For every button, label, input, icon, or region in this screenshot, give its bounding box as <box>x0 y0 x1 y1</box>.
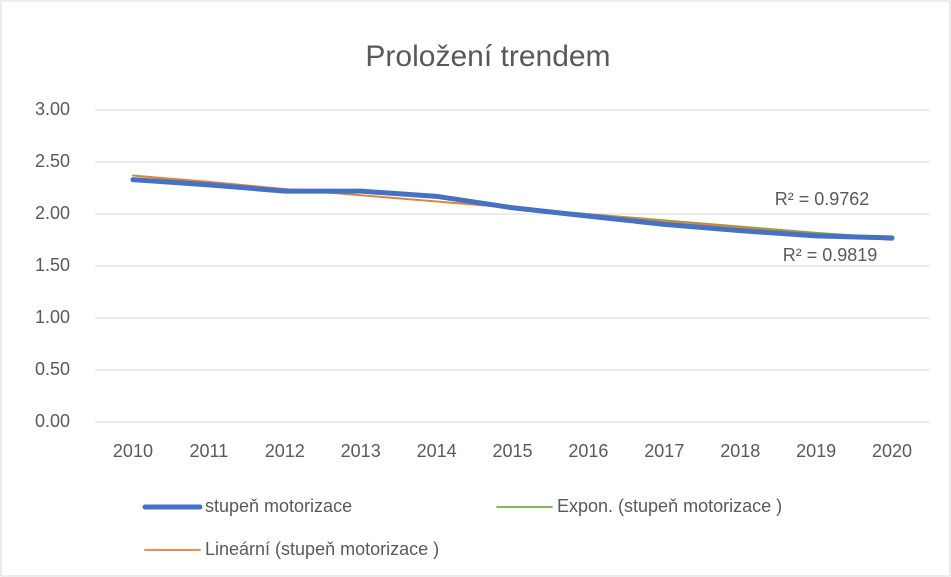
legend-label: Lineární (stupeň motorizace ) <box>205 539 439 559</box>
y-tick-label: 0.50 <box>35 359 70 379</box>
x-tick-label: 2018 <box>720 441 760 461</box>
x-tick-label: 2011 <box>190 441 229 461</box>
chart-title: Proložení trendem <box>365 40 610 73</box>
x-tick-label: 2014 <box>417 441 457 461</box>
y-tick-label: 2.00 <box>35 203 70 223</box>
y-tick-label: 1.50 <box>35 255 70 275</box>
x-tick-label: 2019 <box>796 441 836 461</box>
x-tick-label: 2017 <box>644 441 684 461</box>
y-tick-label: 3.00 <box>35 99 70 119</box>
x-tick-label: 2010 <box>113 441 153 461</box>
x-tick-label: 2020 <box>872 441 912 461</box>
annotation: R² = 0.9762 <box>775 189 870 209</box>
x-tick-label: 2012 <box>265 441 305 461</box>
y-tick-label: 0.00 <box>35 411 70 431</box>
x-tick-label: 2015 <box>492 441 532 461</box>
x-tick-label: 2016 <box>568 441 608 461</box>
series-line <box>130 177 895 241</box>
legend-label: stupeň motorizace <box>205 496 352 516</box>
x-tick-label: 2013 <box>341 441 381 461</box>
y-tick-label: 1.00 <box>35 307 70 327</box>
annotation: R² = 0.9819 <box>783 245 878 265</box>
y-tick-label: 2.50 <box>35 151 70 171</box>
legend-label: Expon. (stupeň motorizace ) <box>557 496 782 516</box>
